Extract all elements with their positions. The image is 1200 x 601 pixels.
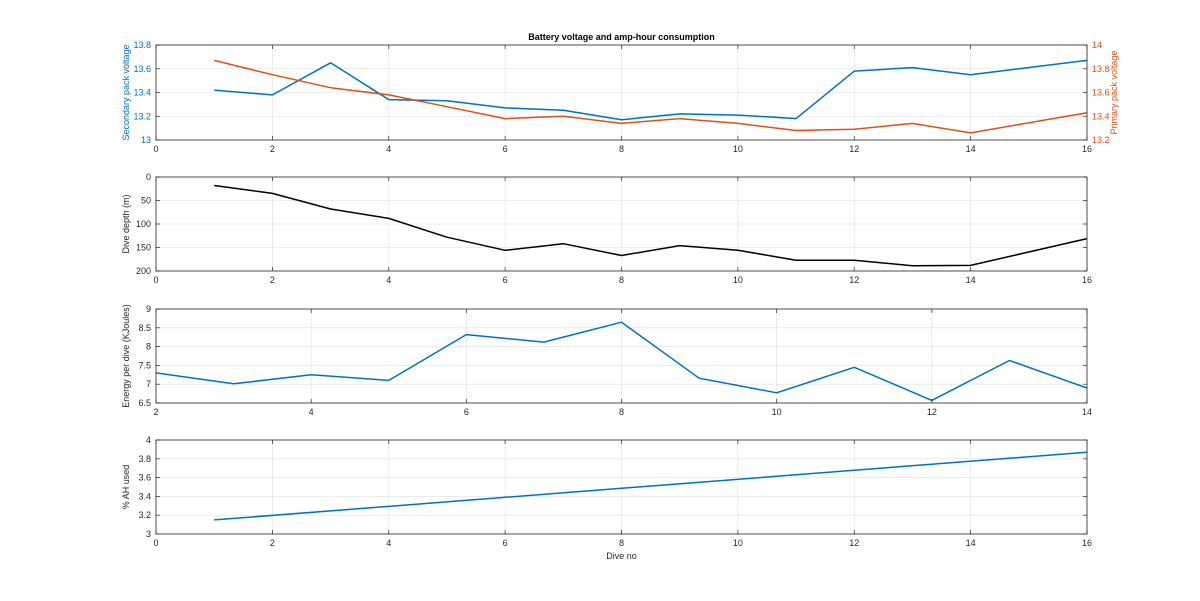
x-tick-label: 10	[733, 144, 743, 154]
chart-panel-4: 0 2 4 6 8 10 12 14 16 3 3.2 3.4 3.6 3.8 4 % AH used Dive…	[121, 435, 1092, 561]
y-tick-label: 100	[136, 219, 151, 229]
x-tick-label: 4	[386, 275, 391, 285]
y-tick-label: 3.8	[138, 454, 151, 464]
y2-tick-label: 13.4	[1092, 111, 1110, 121]
y-tick-label: 0	[146, 172, 151, 182]
series-line-1-1	[214, 59, 1088, 121]
y2-tick-label: 14	[1092, 40, 1102, 50]
x-tick-label: 12	[849, 144, 859, 154]
y-tick-label: 7	[146, 379, 151, 389]
x-tick-label: 2	[270, 275, 275, 285]
x-tick-label: 8	[619, 275, 624, 285]
y-axis-label: Dive depth (m)	[121, 194, 131, 253]
y-tick-label: 9	[146, 304, 151, 314]
y-tick-label: 7.5	[138, 360, 151, 370]
x-tick-label: 6	[464, 407, 469, 417]
x-tick-label: 8	[619, 538, 624, 548]
x-tick-label: 4	[309, 407, 314, 417]
y-axis-label: % AH used	[121, 465, 131, 510]
x-tick-label: 12	[849, 538, 859, 548]
y-tick-label: 13	[141, 135, 151, 145]
x-tick-label: 12	[927, 407, 937, 417]
x-tick-label: 14	[966, 538, 976, 548]
y-axis-label: Energy per dive (KJoules)	[121, 304, 131, 408]
chart-panel-1: 0 2 4 6 8 10 12 14 16 13 13.2 13.4 13.6 13.8 13.2 13.4 1…	[121, 32, 1119, 154]
x-tick-label: 10	[733, 538, 743, 548]
y2-axis-label: Primary pack voltage	[1109, 50, 1119, 134]
chart-panel-2: 0 2 4 6 8 10 12 14 16 0 50 100 150 200 Dive depth (m)	[121, 172, 1092, 285]
chart-panels: 0 2 4 6 8 10 12 14 16 13 13.2 13.4 13.6 13.8 13.2 13.4 1…	[121, 32, 1119, 561]
x-tick-label: 14	[1082, 407, 1092, 417]
y-tick-label: 50	[141, 196, 151, 206]
x-tick-label: 10	[733, 275, 743, 285]
chart-title: Battery voltage and amp-hour consumption	[528, 32, 715, 42]
x-tick-label: 0	[153, 144, 158, 154]
y-tick-label: 8	[146, 342, 151, 352]
x-tick-label: 8	[619, 407, 624, 417]
y2-tick-label: 13.6	[1092, 88, 1110, 98]
y2-tick-label: 13.8	[1092, 64, 1110, 74]
series-line-2-1	[214, 184, 1088, 267]
y-tick-label: 3.2	[138, 510, 151, 520]
y-axis-label: Secondary pack voltage	[121, 44, 131, 140]
y-tick-label: 150	[136, 243, 151, 253]
y2-tick-label: 13.2	[1092, 135, 1110, 145]
x-tick-label: 2	[270, 144, 275, 154]
x-tick-label: 2	[270, 538, 275, 548]
x-tick-label: 6	[503, 144, 508, 154]
y-tick-label: 3.6	[138, 473, 151, 483]
x-tick-label: 16	[1082, 538, 1092, 548]
y-tick-label: 200	[136, 266, 151, 276]
y-tick-label: 13.6	[133, 64, 151, 74]
x-tick-label: 0	[153, 538, 158, 548]
x-tick-label: 6	[503, 538, 508, 548]
y-tick-label: 8.5	[138, 323, 151, 333]
x-tick-label: 2	[153, 407, 158, 417]
x-tick-label: 12	[849, 275, 859, 285]
x-tick-label: 6	[503, 275, 508, 285]
y-tick-label: 13.2	[133, 111, 151, 121]
y-tick-label: 6.5	[138, 398, 151, 408]
x-tick-label: 4	[386, 538, 391, 548]
y-tick-label: 4	[146, 435, 151, 445]
x-tick-label: 16	[1082, 275, 1092, 285]
series-line-4-1	[214, 451, 1088, 521]
x-tick-label: 10	[772, 407, 782, 417]
y-tick-label: 13.8	[133, 40, 151, 50]
y-tick-label: 3	[146, 529, 151, 539]
x-tick-label: 16	[1082, 144, 1092, 154]
y-tick-label: 13.4	[133, 88, 151, 98]
x-tick-label: 14	[966, 275, 976, 285]
series-line-1-2	[214, 59, 1088, 134]
x-axis-label: Dive no	[606, 551, 637, 561]
x-tick-label: 8	[619, 144, 624, 154]
x-tick-label: 14	[966, 144, 976, 154]
x-tick-label: 0	[153, 275, 158, 285]
chart-panel-3: 2 4 6 8 10 12 14 6.5 7 7.5 8 8.5 9 Energy per dive (K…	[121, 304, 1092, 417]
x-tick-label: 4	[386, 144, 391, 154]
y-tick-label: 3.4	[138, 491, 151, 501]
